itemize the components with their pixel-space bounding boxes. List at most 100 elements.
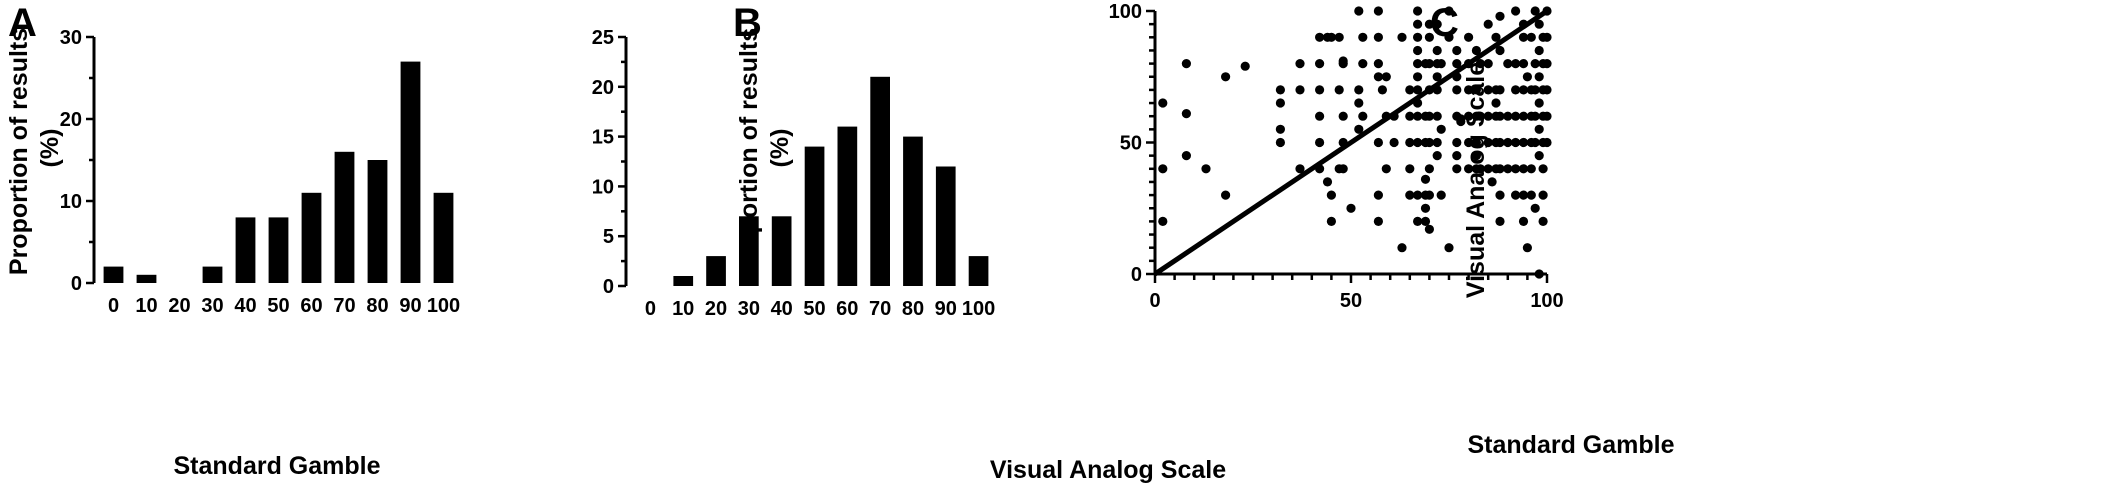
panel-a-x-tick-label-10: 10 — [135, 295, 157, 317]
panel-c-point-100 — [1436, 59, 1446, 69]
panel-c-point-87 — [1424, 111, 1434, 121]
panel-c-point-145 — [1495, 45, 1505, 56]
panel-c-point-180 — [1530, 6, 1540, 16]
panel-b-bar-20 — [706, 256, 726, 286]
panel-c-x-tick-label-0: 0 — [1149, 290, 1160, 312]
panel-b-y-tick-label-15: 15 — [592, 127, 614, 149]
panel-c-point-162 — [1511, 190, 1521, 200]
panel-c-point-200 — [1538, 216, 1548, 226]
panel-c-point-71 — [1413, 98, 1423, 108]
panel-a-x-tick-label-30: 30 — [201, 295, 223, 317]
panel-c-point-201 — [1542, 6, 1552, 16]
panel-b-bar-50 — [804, 146, 825, 286]
panel-c-point-89 — [1424, 164, 1434, 174]
panel-c-point-3 — [1181, 59, 1191, 69]
panel-c-point-165 — [1518, 59, 1529, 69]
panel-c-point-148 — [1495, 137, 1505, 148]
panel-c-point-138 — [1491, 32, 1501, 42]
panel-c-scatter-plot: C Visual Analog Scale Standard Gamble 05… — [1109, 1, 1675, 459]
panel-c-point-146 — [1495, 85, 1505, 95]
panel-c-point-57 — [1397, 243, 1407, 253]
panel-c-point-50 — [1373, 216, 1383, 226]
panel-c-point-55 — [1389, 111, 1399, 121]
panel-c-point-41 — [1358, 32, 1368, 42]
panel-c-point-125 — [1471, 137, 1481, 148]
panel-a-y-axis-title-line2: (%) — [36, 129, 64, 168]
panel-b-bar-70 — [870, 76, 890, 286]
panel-a-y-axis-title: Proportion of results (%) — [5, 21, 64, 275]
panel-c-point-167 — [1518, 111, 1529, 121]
panel-c-point-35 — [1338, 164, 1348, 174]
panel-a-y-tick-label-0: 0 — [71, 273, 82, 295]
panel-c-point-6 — [1201, 164, 1211, 174]
panel-a-y-axis-title-line1: Proportion of results — [5, 28, 33, 275]
panel-b-x-tick-label-30: 30 — [738, 298, 760, 320]
panel-c-point-187 — [1534, 45, 1544, 56]
panel-c-point-45 — [1373, 32, 1383, 42]
panel-c-point-178 — [1526, 164, 1536, 174]
panel-c-point-183 — [1530, 111, 1540, 121]
panel-c-point-68 — [1413, 59, 1423, 69]
panel-c-point-9 — [1240, 61, 1250, 71]
panel-c-point-168 — [1518, 137, 1529, 148]
panel-c-identity-line — [1153, 8, 1549, 277]
panel-c-point-128 — [1475, 59, 1485, 69]
panel-b-bar-30 — [739, 216, 759, 286]
panel-c-point-159 — [1511, 111, 1521, 121]
panel-c-point-153 — [1503, 111, 1513, 121]
panel-c-point-166 — [1518, 85, 1529, 95]
panel-c-point-61 — [1405, 137, 1415, 148]
panel-a-bar-80 — [367, 160, 388, 283]
panel-c-point-199 — [1538, 190, 1548, 200]
panel-c-point-12 — [1275, 124, 1285, 134]
panel-c-point-60 — [1405, 111, 1415, 121]
panel-a-x-tick-label-60: 60 — [300, 295, 322, 317]
panel-c-y-axis-title: Visual Analog Scale — [1462, 62, 1490, 298]
panel-b-x-tick-label-50: 50 — [803, 298, 825, 320]
panel-b-x-tick-label-20: 20 — [705, 298, 727, 320]
panel-c-point-117 — [1464, 59, 1474, 69]
panel-c-point-54 — [1381, 164, 1391, 174]
panel-c-point-85 — [1424, 59, 1434, 69]
panel-c-point-91 — [1424, 224, 1434, 234]
panel-c-point-118 — [1464, 85, 1474, 95]
panel-c-point-72 — [1413, 111, 1423, 121]
panel-c-point-184 — [1530, 137, 1540, 148]
panel-c-point-204 — [1542, 85, 1552, 95]
panel-c-point-102 — [1436, 190, 1446, 200]
panel-a-x-axis-title: Standard Gamble — [174, 452, 381, 480]
panel-c-point-10 — [1275, 85, 1285, 95]
panel-c-point-46 — [1373, 59, 1383, 69]
panel-c-point-163 — [1518, 19, 1529, 29]
panel-a-bar-10 — [136, 274, 157, 283]
panel-c-point-52 — [1381, 72, 1391, 82]
panel-c-point-182 — [1530, 85, 1540, 95]
panel-b-y-tick-label-20: 20 — [592, 77, 614, 99]
panel-c-point-90 — [1424, 190, 1434, 200]
panel-a-x-tick-label-100: 100 — [427, 295, 460, 317]
panel-c-point-157 — [1511, 59, 1521, 69]
panel-c-point-156 — [1511, 6, 1521, 16]
panel-c-point-140 — [1491, 98, 1501, 108]
panel-c-x-tick-label-50: 50 — [1340, 290, 1362, 312]
panel-c-point-0 — [1158, 98, 1168, 108]
panel-c-point-4 — [1181, 109, 1191, 119]
panel-c-point-188 — [1534, 72, 1544, 82]
panel-c-point-56 — [1389, 137, 1399, 148]
panel-c-point-136 — [1483, 164, 1493, 174]
panel-c-point-44 — [1373, 6, 1383, 16]
panel-c-point-99 — [1432, 151, 1442, 161]
panel-a-bar-90 — [400, 61, 421, 283]
panel-c-point-22 — [1315, 164, 1325, 174]
panel-c-point-5 — [1181, 151, 1191, 161]
panel-c-point-74 — [1413, 190, 1423, 200]
panel-c-point-144 — [1495, 11, 1505, 21]
panel-c-point-75 — [1413, 216, 1423, 226]
panel-c-point-203 — [1542, 59, 1552, 69]
panel-c-point-51 — [1377, 85, 1387, 95]
panel-b-bar-100 — [968, 256, 989, 286]
panel-c-point-7 — [1221, 72, 1231, 82]
panel-c-point-69 — [1413, 72, 1423, 82]
panel-c-point-192 — [1534, 269, 1544, 279]
